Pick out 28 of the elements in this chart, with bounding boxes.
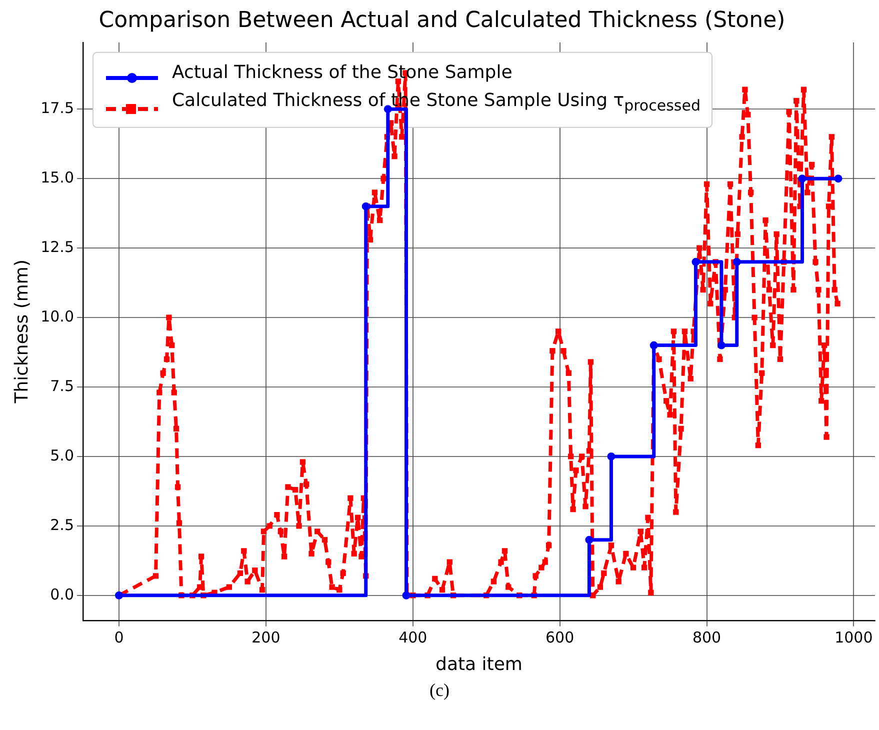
chart-title: Comparison Between Actual and Calculated Thickness (Stone)	[98, 8, 786, 33]
point	[834, 174, 842, 183]
point	[732, 258, 741, 266]
point	[717, 341, 726, 350]
x-tick-label: 0	[114, 628, 124, 646]
point	[607, 452, 616, 460]
x-tick-label: 200	[252, 628, 280, 646]
y-tick-label: 12.5	[40, 238, 74, 256]
text: (c)	[428, 680, 450, 701]
point	[692, 258, 700, 266]
x-axis-title: data item	[436, 654, 522, 675]
x-tick-label: 400	[398, 628, 428, 646]
y-tick-label: 15.0	[40, 168, 74, 186]
y-tick-label: 10.0	[40, 307, 74, 326]
x-tick-label: 1000	[834, 628, 873, 646]
y-tick-label: 0.0	[50, 585, 74, 604]
legend-label: Actual Thickness of the Stone Sample	[172, 61, 512, 86]
x-tick-label: 800	[692, 628, 722, 646]
y-tick-label: 17.5	[40, 98, 74, 117]
y-tick-label: 7.5	[50, 376, 74, 395]
y-tick-label: 5.0	[50, 446, 74, 464]
point	[362, 202, 370, 210]
y-tick-label: 2.5	[50, 516, 74, 534]
x-tick-label: 600	[545, 628, 574, 646]
point	[585, 536, 594, 544]
point	[798, 174, 806, 183]
point	[384, 105, 392, 114]
y-axis-title: Thickness (mm)	[11, 259, 32, 404]
